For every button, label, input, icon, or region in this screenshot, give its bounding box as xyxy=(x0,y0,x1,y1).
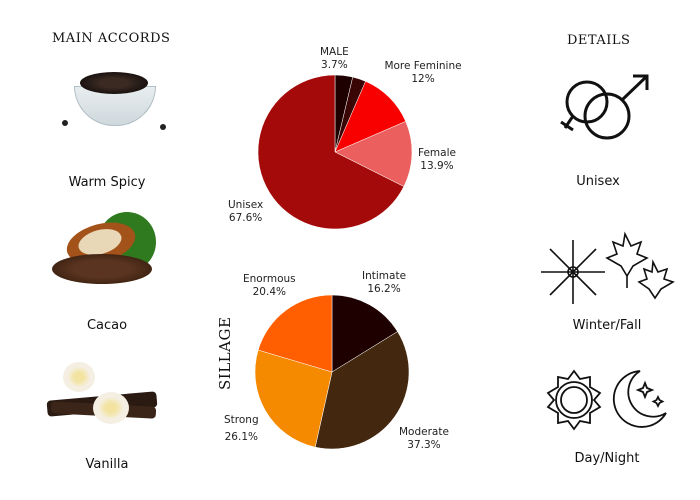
vanilla-flower-icon xyxy=(45,360,160,430)
pie1-slice-female xyxy=(334,121,413,187)
pie2-slice-intimate xyxy=(331,294,398,373)
detail-label-day-night: Day/Night xyxy=(574,451,640,466)
pie1-label-male: MALE 3.7% xyxy=(320,46,349,71)
pie1-label-more-feminine: More Feminine 12% xyxy=(384,60,462,85)
detail-label-winter-fall: Winter/Fall xyxy=(572,318,642,333)
snowflake-maple-leaf-icon xyxy=(541,231,675,304)
pie2-slice-enormous xyxy=(257,294,333,373)
accord-label-cacao: Cacao xyxy=(86,318,128,333)
details-title: DETAILS xyxy=(567,33,631,48)
sun-moon-icon xyxy=(546,369,667,431)
sillage-title: SILLAGE xyxy=(216,316,234,390)
pie1-label-female: Female 13.9% xyxy=(418,147,456,172)
pie2-slice-strong xyxy=(254,349,333,448)
pie2-label-enormous: Enormous 20.4% xyxy=(243,273,296,298)
detail-label-unisex: Unisex xyxy=(576,174,620,189)
pie1-slice-unisex xyxy=(257,74,405,230)
cacao-pod-icon xyxy=(48,210,158,290)
pie2-slice-moderate xyxy=(314,331,410,450)
main-accords-title: MAIN ACCORDS xyxy=(52,31,171,46)
gender-symbols-icon xyxy=(560,74,649,140)
accord-label-vanilla: Vanilla xyxy=(85,457,129,472)
pie2-label-strong: Strong 26.1% xyxy=(224,414,259,443)
pie2-label-intimate: Intimate 16.2% xyxy=(362,270,407,295)
pie1-label-unisex: Unisex 67.6% xyxy=(228,199,264,224)
pie2-label-moderate: Moderate 37.3% xyxy=(399,426,449,451)
accord-label-warm-spicy: Warm Spicy xyxy=(68,175,146,190)
peppercorn-bowl-icon xyxy=(60,68,170,138)
